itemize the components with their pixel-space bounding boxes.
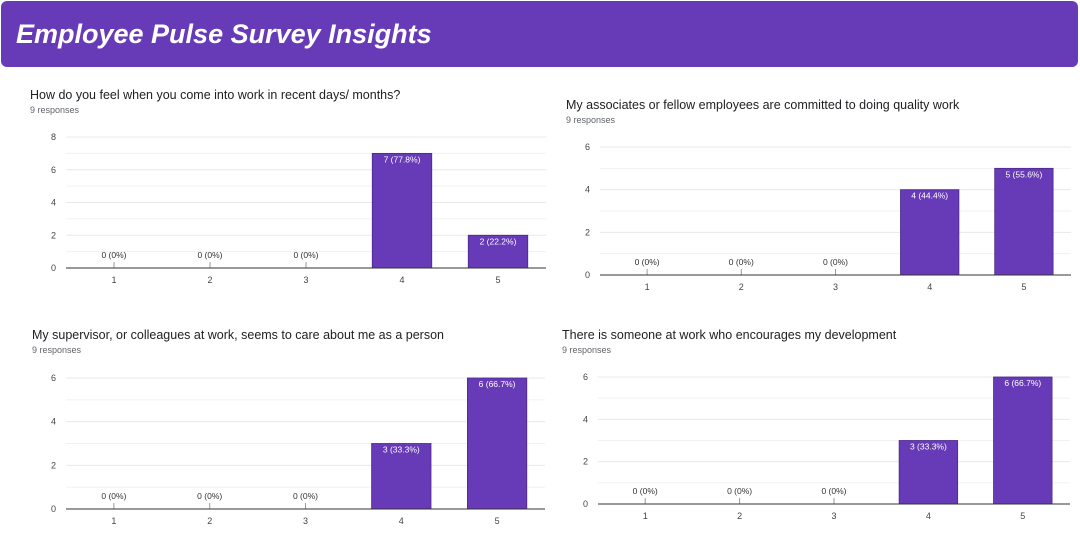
data-label: 0 (0%)	[101, 250, 126, 260]
x-tick-label: 3	[303, 516, 308, 526]
data-label: 0 (0%)	[727, 486, 752, 496]
x-tick-label: 2	[737, 511, 742, 521]
x-tick-label: 3	[831, 511, 836, 521]
bar	[371, 443, 432, 510]
y-tick-label: 4	[585, 185, 590, 195]
response-count: 9 responses	[562, 345, 612, 355]
data-label: 0 (0%)	[635, 257, 660, 267]
bar	[993, 376, 1053, 505]
x-tick-label: 5	[495, 516, 500, 526]
data-label: 0 (0%)	[633, 486, 658, 496]
x-tick-label: 4	[399, 275, 404, 285]
data-label: 6 (66.7%)	[1004, 378, 1041, 388]
y-tick-label: 2	[51, 460, 56, 470]
bar	[371, 152, 433, 269]
y-tick-label: 8	[51, 132, 56, 142]
y-tick-label: 6	[585, 142, 590, 152]
chart-title: My associates or fellow employees are co…	[566, 98, 960, 112]
response-count: 9 responses	[566, 115, 616, 125]
x-tick-label: 4	[399, 516, 404, 526]
y-tick-label: 4	[51, 198, 56, 208]
chart-title: My supervisor, or colleagues at work, se…	[32, 328, 444, 342]
bar-chart: 0 2 4 6 8 0 (0%) 1 0 (0%) 2 0 (0%) 3 7 (77.8%) 4 2 (2…	[51, 132, 546, 285]
x-tick-label: 1	[111, 275, 116, 285]
bar-chart: 0 2 4 6 0 (0%) 1 0 (0%) 2 0 (0%) 3 3 (33.3%) 4 6 (66…	[51, 373, 545, 526]
x-tick-label: 5	[1020, 511, 1025, 521]
x-tick-label: 5	[495, 275, 500, 285]
data-label: 0 (0%)	[293, 250, 318, 260]
data-label: 0 (0%)	[821, 486, 846, 496]
page-title: Employee Pulse Survey Insights	[16, 19, 432, 49]
data-label: 0 (0%)	[197, 250, 222, 260]
data-label: 2 (22.2%)	[480, 236, 517, 246]
chart-panel-care-as-person: My supervisor, or colleagues at work, se…	[32, 327, 562, 527]
x-tick-label: 2	[207, 516, 212, 526]
y-tick-label: 0	[51, 504, 56, 514]
data-label: 0 (0%)	[293, 491, 318, 501]
data-label: 7 (77.8%)	[384, 154, 421, 164]
x-tick-label: 1	[643, 511, 648, 521]
chart-title: There is someone at work who encourages …	[562, 328, 897, 342]
y-tick-label: 6	[51, 165, 56, 175]
chart-panel-quality-work: My associates or fellow employees are co…	[566, 97, 1076, 297]
chart-title: How do you feel when you come into work …	[30, 88, 401, 102]
header-banner: Employee Pulse Survey Insights	[1, 1, 1078, 67]
x-tick-label: 3	[833, 282, 838, 292]
x-tick-label: 4	[927, 282, 932, 292]
x-tick-label: 5	[1021, 282, 1026, 292]
data-label: 0 (0%)	[823, 257, 848, 267]
x-tick-label: 2	[207, 275, 212, 285]
data-label: 6 (66.7%)	[479, 379, 516, 389]
y-tick-label: 4	[583, 414, 588, 424]
data-label: 5 (55.6%)	[1005, 169, 1042, 179]
bar	[900, 189, 960, 276]
y-tick-label: 0	[583, 499, 588, 509]
y-tick-label: 2	[51, 230, 56, 240]
data-label: 3 (33.3%)	[910, 442, 947, 452]
x-tick-label: 1	[111, 516, 116, 526]
y-tick-label: 2	[585, 227, 590, 237]
y-tick-label: 0	[585, 270, 590, 280]
x-tick-label: 3	[303, 275, 308, 285]
data-label: 3 (33.3%)	[383, 445, 420, 455]
response-count: 9 responses	[30, 105, 80, 115]
chart-panel-feel-at-work: How do you feel when you come into work …	[30, 87, 560, 287]
bar	[898, 440, 959, 505]
y-tick-label: 6	[51, 373, 56, 383]
y-tick-label: 6	[583, 372, 588, 382]
y-tick-label: 4	[51, 417, 56, 427]
bar-chart: 0 2 4 6 0 (0%) 1 0 (0%) 2 0 (0%) 3 3 (33.3%) 4 6 (66…	[583, 372, 1070, 521]
data-label: 0 (0%)	[729, 257, 754, 267]
bar	[467, 234, 529, 269]
x-tick-label: 4	[926, 511, 931, 521]
response-count: 9 responses	[32, 345, 82, 355]
data-label: 4 (44.4%)	[911, 191, 948, 201]
y-tick-label: 2	[583, 457, 588, 467]
bar	[467, 377, 528, 510]
data-label: 0 (0%)	[101, 491, 126, 501]
bar	[994, 167, 1054, 276]
data-label: 0 (0%)	[197, 491, 222, 501]
chart-panel-encourages-development: There is someone at work who encourages …	[562, 327, 1072, 527]
x-tick-label: 1	[645, 282, 650, 292]
x-tick-label: 2	[739, 282, 744, 292]
bar-chart: 0 2 4 6 0 (0%) 1 0 (0%) 2 0 (0%) 3 4 (44.4%) 4 5 (55…	[585, 142, 1071, 292]
y-tick-label: 0	[51, 263, 56, 273]
